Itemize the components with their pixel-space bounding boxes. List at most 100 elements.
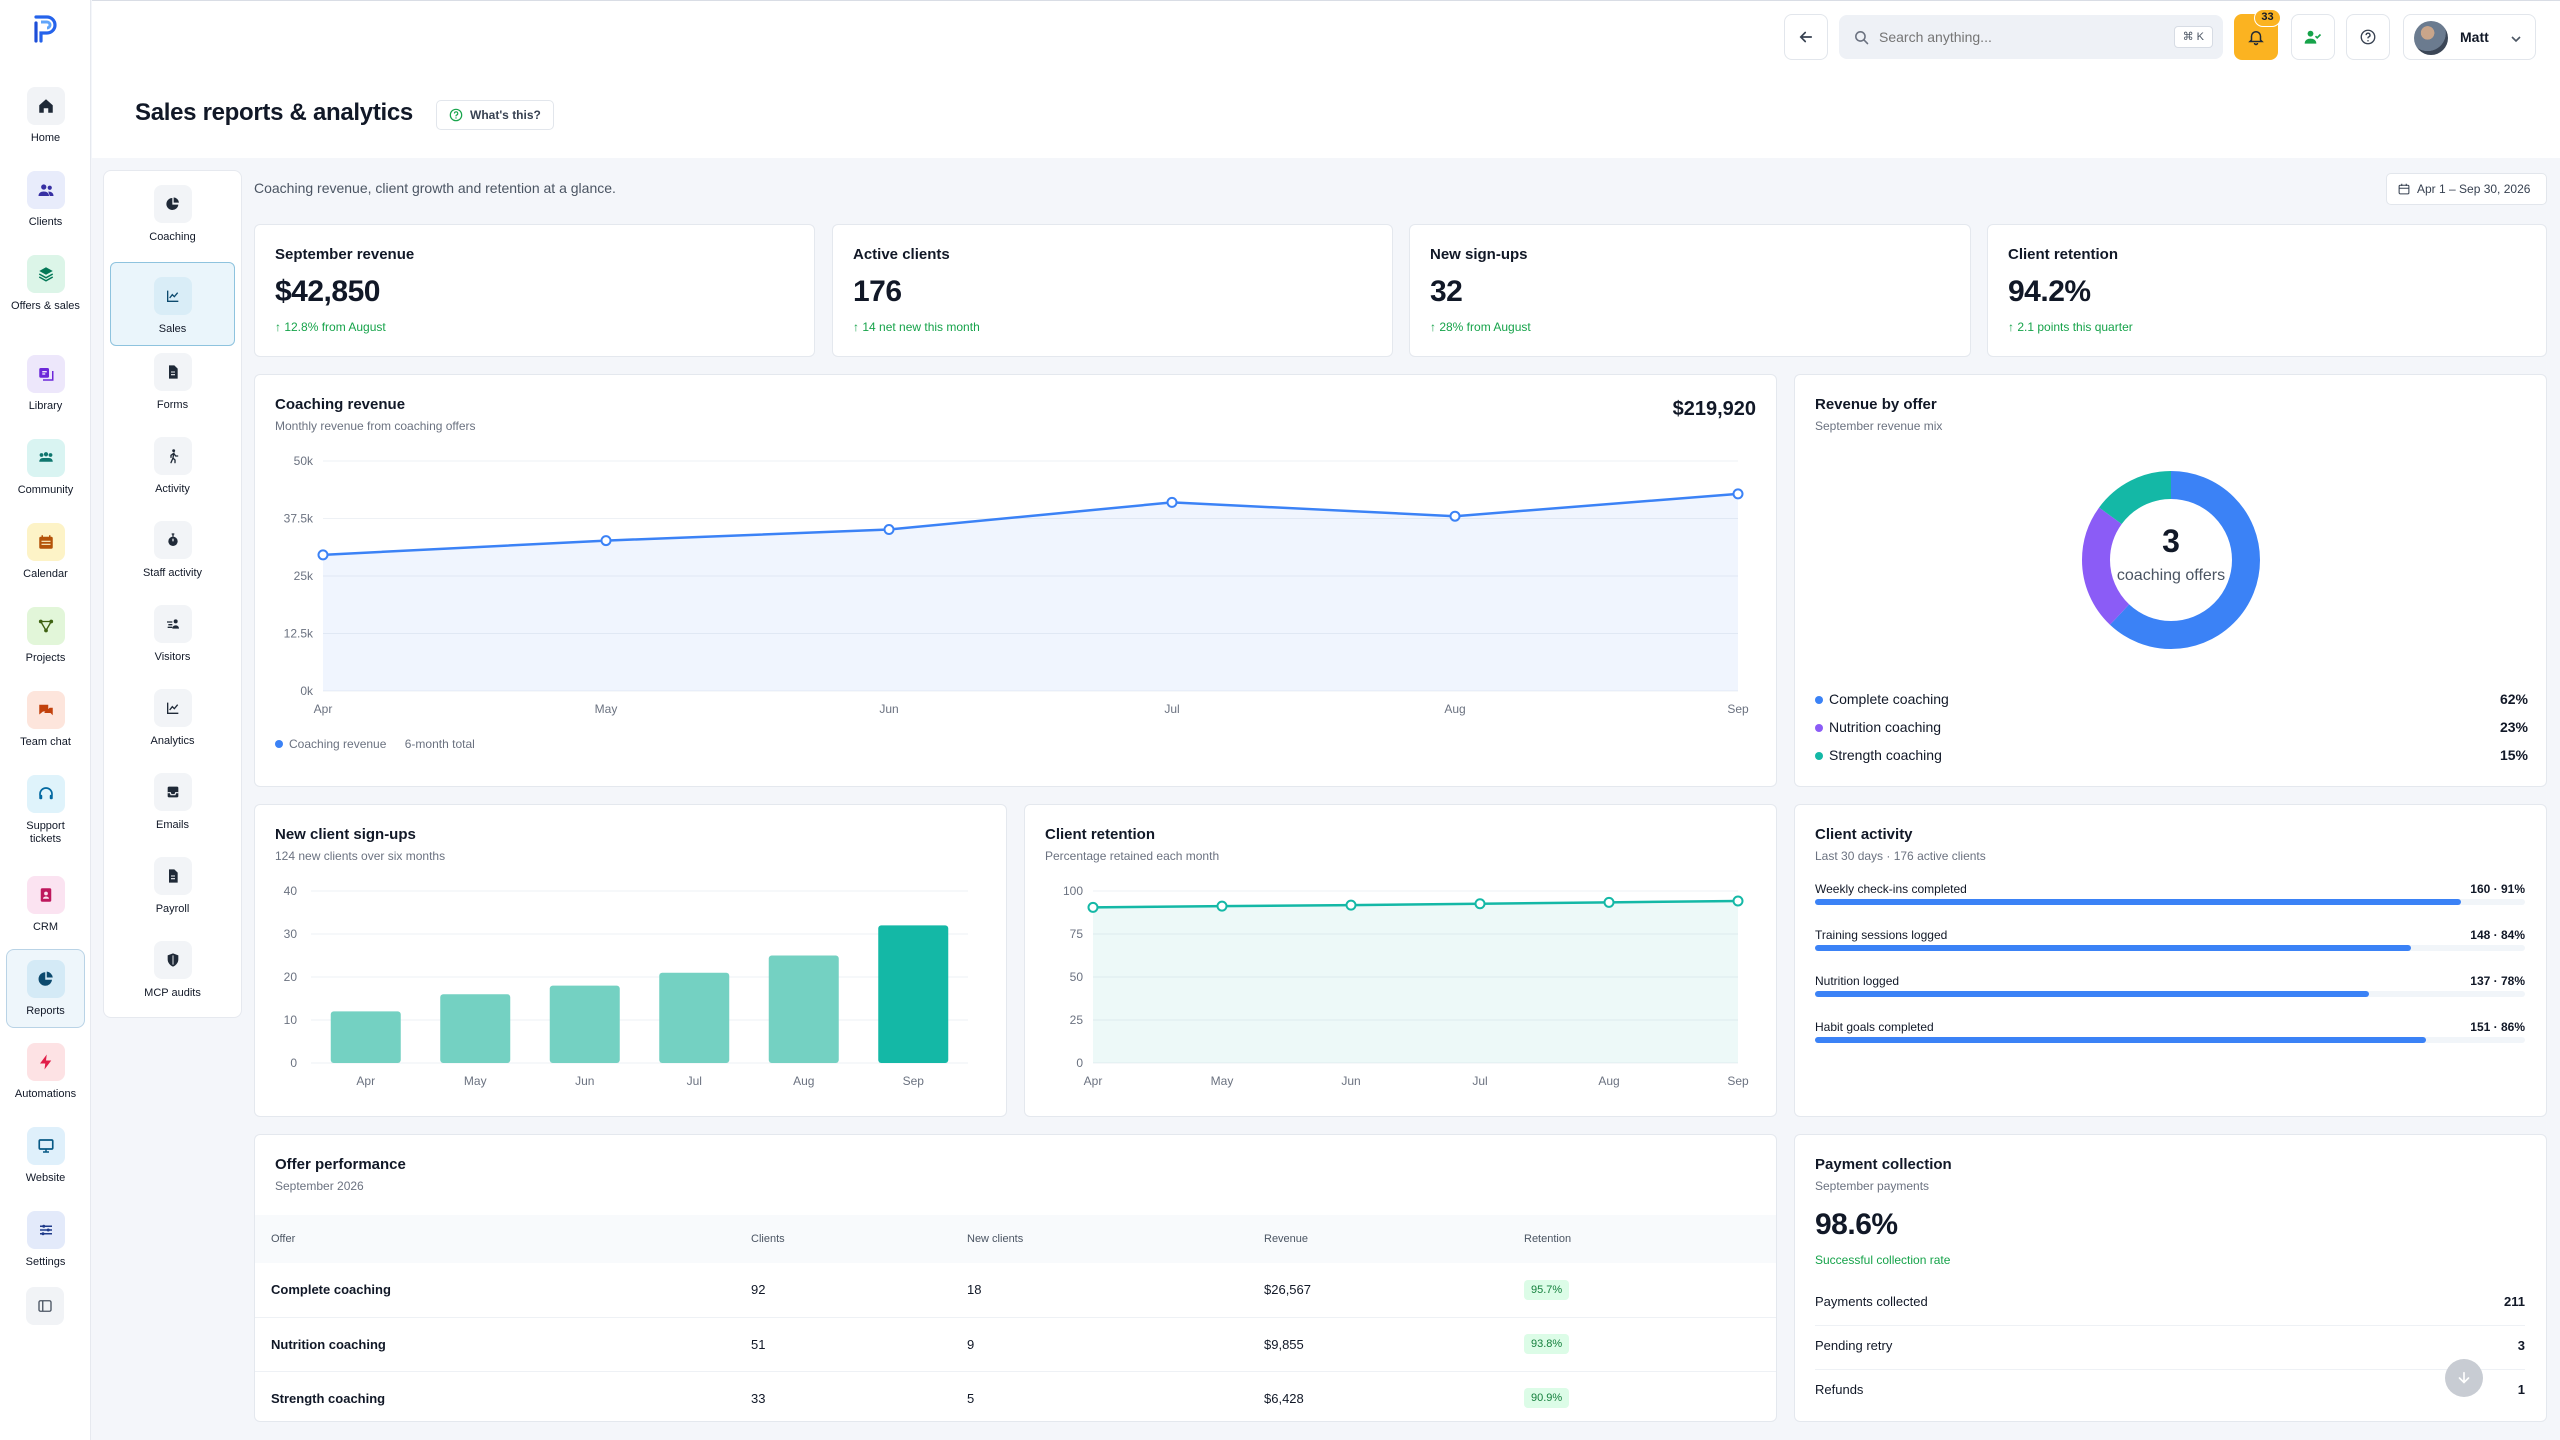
monitor-icon bbox=[26, 1127, 65, 1165]
data-point bbox=[1474, 898, 1486, 910]
x-tick-label: Sep bbox=[1727, 1074, 1749, 1088]
collapse-sidebar-icon[interactable] bbox=[26, 1287, 64, 1325]
submenu-item-payroll[interactable]: Payroll bbox=[110, 857, 235, 915]
scroll-down-button[interactable] bbox=[2445, 1359, 2483, 1397]
activity-progress-track bbox=[1815, 945, 2525, 951]
table-row[interactable]: Nutrition coaching 51 9 $9,855 93.8% bbox=[255, 1317, 1776, 1372]
rail-item-calendar[interactable]: Calendar bbox=[6, 523, 85, 581]
line-chart-icon bbox=[153, 277, 192, 315]
submenu-item-label: Analytics bbox=[150, 735, 195, 747]
notifications-button[interactable]: 33 bbox=[2234, 9, 2281, 60]
bolt-icon bbox=[26, 1043, 65, 1081]
submenu-item-mcp-audits[interactable]: MCP audits bbox=[110, 941, 235, 999]
submenu-item-activity[interactable]: Activity bbox=[110, 437, 235, 495]
rail-item-library[interactable]: Library bbox=[6, 355, 85, 413]
rail-item-settings[interactable]: Settings bbox=[6, 1211, 85, 1269]
submenu-item-sales[interactable]: Sales bbox=[110, 262, 235, 346]
kpi-label: Active clients bbox=[853, 246, 950, 263]
data-point bbox=[1087, 901, 1099, 913]
whats-this-label: What's this? bbox=[470, 108, 541, 122]
submenu-item-emails[interactable]: Emails bbox=[110, 773, 235, 831]
date-range-picker[interactable]: Apr 1 – Sep 30, 2026 bbox=[2386, 173, 2547, 205]
submenu-item-visitors[interactable]: Visitors bbox=[110, 605, 235, 663]
rail-item-label: CRM bbox=[32, 921, 59, 933]
rail-item-label: Calendar bbox=[23, 568, 68, 580]
submenu-item-analytics[interactable]: Analytics bbox=[110, 689, 235, 747]
back-button[interactable] bbox=[1784, 14, 1828, 60]
bar bbox=[549, 985, 620, 1063]
x-tick-label: May bbox=[595, 702, 618, 716]
sliders-icon bbox=[26, 1211, 65, 1249]
kpi-label: New sign-ups bbox=[1430, 246, 1528, 263]
rail-item-team-chat[interactable]: Team chat bbox=[6, 691, 85, 749]
payment-value: 3 bbox=[2517, 1338, 2525, 1353]
y-tick-label: 0 bbox=[290, 1056, 297, 1070]
x-tick-label: Apr bbox=[314, 702, 333, 716]
legend-label: Nutrition coaching bbox=[1829, 719, 1942, 735]
app-rail: Home Clients Offers & sales Library Comm… bbox=[0, 0, 91, 1440]
app-logo[interactable] bbox=[27, 11, 63, 47]
y-tick-label: 0k bbox=[300, 684, 314, 698]
data-point bbox=[883, 524, 895, 536]
search-input[interactable] bbox=[1879, 23, 2129, 51]
community-icon bbox=[26, 439, 65, 477]
kpi-value: 176 bbox=[853, 275, 902, 308]
rail-item-projects[interactable]: Projects bbox=[6, 607, 85, 665]
revenue-cell: $9,855 bbox=[1264, 1317, 1524, 1372]
bar bbox=[659, 972, 730, 1063]
kpi-delta: ↑ 12.8% from August bbox=[275, 320, 386, 334]
date-range-label: Apr 1 – Sep 30, 2026 bbox=[2417, 182, 2531, 196]
submenu-item-forms[interactable]: Forms bbox=[110, 353, 235, 411]
user-menu-button[interactable]: Matt bbox=[2403, 14, 2536, 60]
activity-row: Habit goals completed 151 · 86% bbox=[1815, 1020, 2525, 1043]
rail-item-clients[interactable]: Clients bbox=[6, 171, 85, 229]
submenu-item-coaching[interactable]: Coaching bbox=[110, 185, 235, 243]
kpi-value: $42,850 bbox=[275, 275, 380, 308]
online-status-button[interactable] bbox=[2291, 14, 2335, 60]
table-row[interactable]: Complete coaching 92 18 $26,567 95.7% bbox=[255, 1263, 1776, 1318]
search-bar[interactable]: ⌘ K bbox=[1839, 15, 2223, 59]
legend-label: Complete coaching bbox=[1829, 691, 1949, 707]
submenu-item-staff-activity[interactable]: Staff activity bbox=[110, 521, 235, 579]
activity-progress-fill bbox=[1815, 1037, 2426, 1043]
rail-item-support[interactable]: Support tickets bbox=[6, 775, 85, 846]
table-row[interactable]: Strength coaching 33 5 $6,428 90.9% bbox=[255, 1371, 1776, 1421]
calendar-icon bbox=[2398, 183, 2410, 195]
legend-note: 6-month total bbox=[404, 737, 475, 751]
new-clients-cell: 5 bbox=[967, 1390, 975, 1406]
rail-item-offers[interactable]: Offers & sales bbox=[6, 255, 85, 313]
help-button[interactable] bbox=[2346, 14, 2390, 60]
rail-item-crm[interactable]: CRM bbox=[6, 876, 85, 934]
rail-item-website[interactable]: Website bbox=[6, 1127, 85, 1185]
activity-label: Nutrition logged bbox=[1815, 974, 1900, 988]
rail-item-home[interactable]: Home bbox=[6, 87, 85, 145]
data-point bbox=[1216, 900, 1228, 912]
donut-slice bbox=[2082, 471, 2260, 649]
user-check-icon bbox=[2304, 30, 2322, 44]
submenu-item-label: Emails bbox=[155, 819, 189, 831]
kpi-delta: ↑ 2.1 points this quarter bbox=[2008, 320, 2133, 334]
retention-badge: 90.9% bbox=[1524, 1388, 1570, 1409]
clients-cell: 92 bbox=[751, 1263, 967, 1318]
retention-badge: 93.8% bbox=[1524, 1334, 1570, 1354]
legend-swatch bbox=[1815, 696, 1823, 704]
rail-item-reports[interactable]: Reports bbox=[6, 949, 85, 1028]
legend-swatch bbox=[275, 740, 283, 748]
data-point bbox=[600, 535, 612, 547]
coaching-revenue-card: Coaching revenue Monthly revenue from co… bbox=[254, 374, 1777, 787]
calendar-icon bbox=[26, 523, 65, 561]
payment-label: Pending retry bbox=[1815, 1338, 1893, 1353]
whats-this-button[interactable]: What's this? bbox=[436, 100, 554, 130]
x-tick-label: Aug bbox=[793, 1074, 814, 1088]
rail-item-automations[interactable]: Automations bbox=[6, 1043, 85, 1101]
column-header: Clients bbox=[751, 1215, 967, 1263]
retention-badge: 95.7% bbox=[1524, 1279, 1570, 1300]
submenu-item-label: Visitors bbox=[154, 651, 191, 663]
series-line bbox=[1092, 899, 1739, 909]
area-fill bbox=[323, 493, 1738, 691]
x-tick-label: Jun bbox=[575, 1074, 594, 1088]
activity-value: 137 · 78% bbox=[2470, 974, 2525, 988]
payment-label: Refunds bbox=[1815, 1382, 1864, 1397]
rail-item-community[interactable]: Community bbox=[6, 439, 85, 497]
new-clients-cell: 18 bbox=[967, 1263, 1264, 1318]
